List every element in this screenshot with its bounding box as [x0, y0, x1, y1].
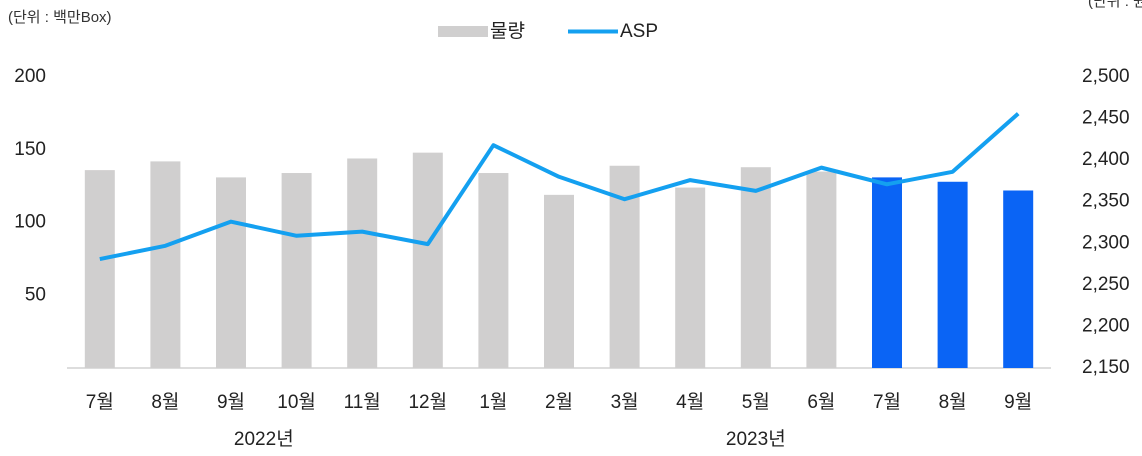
unit-left: (단위 : 백만Box): [8, 9, 112, 26]
bar: [544, 194, 574, 368]
y2-tick-label: 2,500: [1082, 66, 1130, 87]
y-tick-label: 150: [14, 139, 46, 160]
legend-label: ASP: [620, 21, 658, 42]
group-label: 2022년: [234, 428, 294, 450]
x-tick-label: 6월: [807, 391, 835, 413]
bar: [1003, 190, 1034, 368]
bar: [84, 170, 115, 368]
x-tick-label: 10월: [277, 391, 316, 413]
group-label: 2023년: [726, 428, 786, 450]
x-tick-label: 9월: [1004, 391, 1032, 413]
y2-tick-label: 2,250: [1082, 274, 1130, 295]
y2-tick-label: 2,450: [1082, 108, 1130, 129]
bar: [675, 187, 706, 368]
y2-tick-label: 2,150: [1082, 357, 1130, 378]
bar: [216, 177, 246, 368]
legend-label: 물량: [490, 20, 525, 42]
x-tick-label: 8월: [151, 391, 179, 413]
x-tick-label: 7월: [86, 391, 114, 413]
y2-tick-label: 2,350: [1082, 191, 1130, 212]
x-tick-label: 2월: [545, 391, 573, 413]
x-tick-label: 4월: [676, 391, 704, 413]
y2-tick-label: 2,200: [1082, 315, 1130, 336]
x-tick-label: 11월: [344, 391, 381, 413]
legend-swatch: [438, 26, 488, 37]
y-tick-label: 100: [14, 212, 46, 233]
x-tick-label: 3월: [611, 391, 639, 413]
bar: [740, 167, 771, 368]
unit-right: (단위 : 원): [1088, 0, 1142, 10]
x-tick-label: 5월: [742, 391, 770, 413]
bar: [412, 152, 443, 368]
x-tick-label: 8월: [939, 391, 967, 413]
bar: [347, 158, 378, 368]
bar: [281, 173, 312, 368]
bar: [872, 177, 902, 368]
y2-tick-label: 2,400: [1082, 149, 1130, 170]
y-tick-label: 50: [25, 284, 46, 305]
bar: [937, 181, 968, 368]
x-tick-label: 7월: [873, 391, 901, 413]
line: [99, 112, 1020, 262]
x-tick-label: 12월: [408, 391, 447, 413]
x-tick-label: 9월: [217, 391, 245, 413]
bar: [150, 161, 181, 368]
y2-tick-label: 2,300: [1082, 232, 1130, 253]
y-tick-label: 200: [14, 66, 46, 87]
x-tick-label: 1월: [479, 391, 507, 413]
bar: [806, 171, 837, 368]
bar: [478, 173, 509, 368]
